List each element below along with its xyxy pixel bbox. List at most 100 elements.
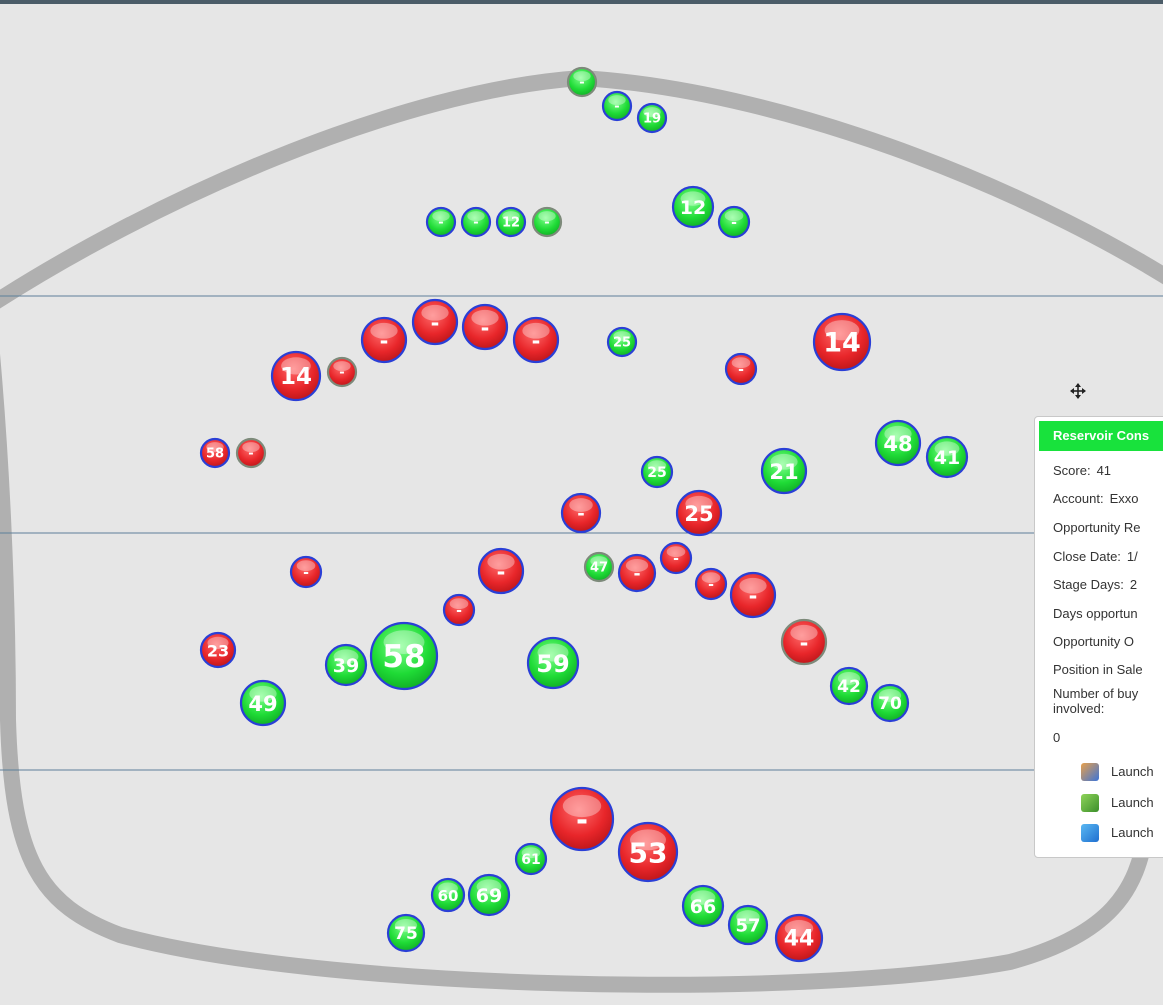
opportunity-bubble[interactable]: - [477, 547, 525, 595]
opportunity-bubble[interactable]: 49 [239, 679, 287, 727]
bubble-circle[interactable] [460, 206, 492, 238]
opportunity-bubble[interactable]: - [601, 90, 633, 122]
opportunity-bubble[interactable]: - [659, 541, 693, 575]
opportunity-bubble[interactable]: - [566, 66, 598, 98]
bubble-circle[interactable] [636, 102, 668, 134]
bubble-circle[interactable] [369, 621, 439, 691]
launch-link[interactable]: Launch [1111, 825, 1154, 840]
bubble-circle[interactable] [717, 205, 751, 239]
opportunity-bubble[interactable]: 66 [681, 884, 725, 928]
bubble-circle[interactable] [495, 206, 527, 238]
opportunity-bubble[interactable]: 12 [671, 185, 715, 229]
bubble-circle[interactable] [729, 571, 777, 619]
bubble-circle[interactable] [425, 206, 457, 238]
opportunity-bubble[interactable]: - [729, 571, 777, 619]
opportunity-bubble[interactable]: 75 [386, 913, 426, 953]
launch-link[interactable]: Launch [1111, 764, 1154, 779]
bubble-circle[interactable] [324, 643, 368, 687]
opportunity-bubble[interactable]: - [460, 206, 492, 238]
opportunity-bubble[interactable]: - [531, 206, 563, 238]
bubble-circle[interactable] [617, 553, 657, 593]
opportunity-bubble[interactable]: 70 [870, 683, 910, 723]
bubble-circle[interactable] [671, 185, 715, 229]
bubble-circle[interactable] [681, 884, 725, 928]
bubble-circle[interactable] [812, 312, 872, 372]
bubble-circle[interactable] [659, 541, 693, 575]
opportunity-bubble[interactable]: - [617, 553, 657, 593]
bubble-circle[interactable] [442, 593, 476, 627]
opportunity-bubble[interactable]: 21 [760, 447, 808, 495]
bubble-circle[interactable] [477, 547, 525, 595]
bubble-circle[interactable] [531, 206, 563, 238]
opportunity-bubble[interactable]: 12 [495, 206, 527, 238]
bubble-circle[interactable] [760, 447, 808, 495]
bubble-circle[interactable] [514, 842, 548, 876]
bubble-circle[interactable] [727, 904, 769, 946]
opportunity-bubble[interactable]: 41 [925, 435, 969, 479]
bubble-circle[interactable] [430, 877, 466, 913]
opportunity-bubble[interactable]: - [717, 205, 751, 239]
bubble-circle[interactable] [774, 913, 824, 963]
bubble-circle[interactable] [199, 437, 231, 469]
opportunity-bubble[interactable]: 42 [829, 666, 869, 706]
opportunity-bubble[interactable]: - [235, 437, 267, 469]
bubble-circle[interactable] [829, 666, 869, 706]
opportunity-bubble[interactable]: - [411, 298, 459, 346]
opportunity-bubble[interactable]: 19 [636, 102, 668, 134]
opportunity-bubble[interactable]: - [461, 303, 509, 351]
bubble-circle[interactable] [874, 419, 922, 467]
opportunity-bubble[interactable]: - [694, 567, 728, 601]
opportunity-bubble[interactable]: - [512, 316, 560, 364]
bubble-circle[interactable] [780, 618, 828, 666]
bubble-circle[interactable] [411, 298, 459, 346]
opportunity-bubble[interactable]: 61 [514, 842, 548, 876]
opportunity-bubble[interactable]: - [326, 356, 358, 388]
bubble-circle[interactable] [239, 679, 287, 727]
opportunity-bubble[interactable]: 14 [270, 350, 322, 402]
bubble-circle[interactable] [640, 455, 674, 489]
opportunity-bubble[interactable]: - [560, 492, 602, 534]
bubble-circle[interactable] [289, 555, 323, 589]
opportunity-bubble[interactable]: - [724, 352, 758, 386]
bubble-circle[interactable] [326, 356, 358, 388]
bubble-circle[interactable] [925, 435, 969, 479]
bubble-circle[interactable] [235, 437, 267, 469]
opportunity-bubble[interactable]: - [289, 555, 323, 589]
launch-link[interactable]: Launch [1111, 795, 1154, 810]
bubble-circle[interactable] [601, 90, 633, 122]
bubble-circle[interactable] [870, 683, 910, 723]
opportunity-bubble[interactable]: 47 [583, 551, 615, 583]
opportunity-bubble[interactable]: 57 [727, 904, 769, 946]
opportunity-bubble[interactable]: 39 [324, 643, 368, 687]
opportunity-bubble[interactable]: 48 [874, 419, 922, 467]
bubble-circle[interactable] [560, 492, 602, 534]
opportunity-bubble[interactable]: 23 [199, 631, 237, 669]
bubble-circle[interactable] [583, 551, 615, 583]
bubble-circle[interactable] [461, 303, 509, 351]
bubble-circle[interactable] [675, 489, 723, 537]
opportunity-bubble[interactable]: - [442, 593, 476, 627]
opportunity-bubble[interactable]: - [425, 206, 457, 238]
bubble-circle[interactable] [360, 316, 408, 364]
opportunity-bubble[interactable]: - [549, 786, 615, 852]
bubble-circle[interactable] [526, 636, 580, 690]
opportunity-bubble[interactable]: 59 [526, 636, 580, 690]
opportunity-bubble[interactable]: 60 [430, 877, 466, 913]
opportunity-bubble[interactable]: 25 [675, 489, 723, 537]
bubble-circle[interactable] [270, 350, 322, 402]
bubble-circle[interactable] [617, 821, 679, 883]
opportunity-bubble[interactable]: 44 [774, 913, 824, 963]
opportunity-bubble[interactable]: 25 [606, 326, 638, 358]
opportunity-bubble[interactable]: 25 [640, 455, 674, 489]
opportunity-bubble[interactable]: 69 [467, 873, 511, 917]
bubble-circle[interactable] [512, 316, 560, 364]
bubble-circle[interactable] [386, 913, 426, 953]
opportunity-bubble[interactable]: 53 [617, 821, 679, 883]
opportunity-bubble[interactable]: 14 [812, 312, 872, 372]
opportunity-bubble[interactable]: - [360, 316, 408, 364]
opportunity-bubble[interactable]: 58 [199, 437, 231, 469]
bubble-circle[interactable] [199, 631, 237, 669]
bubble-circle[interactable] [724, 352, 758, 386]
opportunity-bubble[interactable]: - [780, 618, 828, 666]
bubble-circle[interactable] [606, 326, 638, 358]
